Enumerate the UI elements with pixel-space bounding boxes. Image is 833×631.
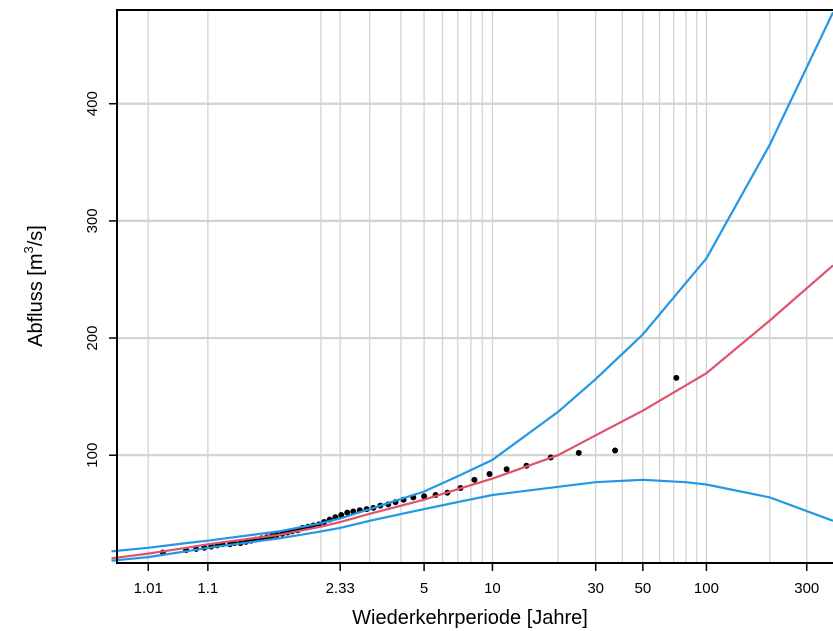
y-tick-label: 400 bbox=[84, 91, 101, 116]
data-point bbox=[673, 374, 680, 381]
data-point bbox=[344, 509, 351, 516]
y-tick-label: 100 bbox=[84, 443, 101, 468]
grid bbox=[117, 10, 833, 563]
series-line-3 bbox=[111, 478, 833, 562]
x-tick-label: 10 bbox=[484, 580, 501, 597]
x-tick-label: 300 bbox=[794, 580, 819, 597]
x-tick-label: 100 bbox=[694, 580, 719, 597]
y-axis: 100 200 300 400 bbox=[84, 10, 118, 563]
x-tick-label: 50 bbox=[634, 580, 651, 597]
data-point bbox=[575, 449, 582, 456]
x-tick-label: 5 bbox=[420, 580, 428, 597]
x-tick-label: 1.1 bbox=[197, 580, 218, 597]
x-tick-label: 1.01 bbox=[134, 580, 163, 597]
data-point bbox=[503, 466, 510, 473]
data-point bbox=[486, 470, 493, 477]
y-axis-title-superscript: 3 bbox=[21, 246, 36, 253]
y-tick-label: 300 bbox=[84, 208, 101, 233]
y-axis-title-main: Abfluss [m bbox=[25, 254, 47, 347]
data-point bbox=[338, 511, 345, 518]
data-point bbox=[612, 447, 619, 454]
x-tick-label: 30 bbox=[587, 580, 604, 597]
series-layer bbox=[111, 11, 833, 562]
y-axis-title-tail: /s] bbox=[25, 225, 47, 246]
x-tick-label: 2.33 bbox=[326, 580, 355, 597]
data-point bbox=[471, 476, 478, 483]
x-axis-title: Wiederkehrperiode [Jahre] bbox=[352, 607, 588, 629]
y-axis-title: Abfluss [m3/s] bbox=[21, 225, 47, 347]
series-line-2 bbox=[111, 11, 833, 553]
data-point bbox=[421, 493, 428, 500]
series-line-1 bbox=[111, 264, 833, 560]
x-axis: 1.01 1.1 2.33 5 10 30 50 100 300 bbox=[117, 562, 833, 597]
y-tick-label: 200 bbox=[84, 326, 101, 351]
